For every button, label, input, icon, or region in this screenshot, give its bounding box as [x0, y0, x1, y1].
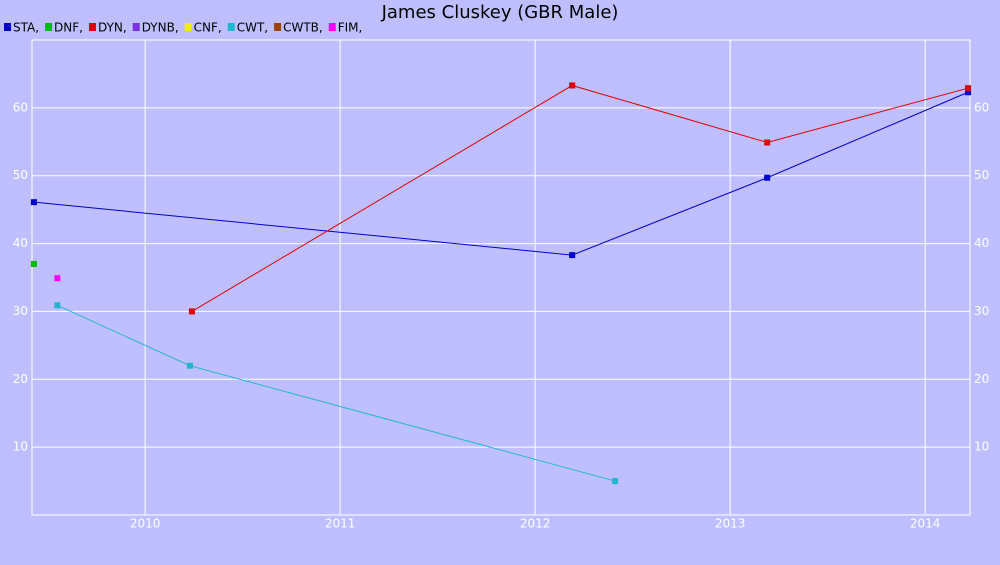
legend-label: CNF, [194, 21, 222, 35]
y2-tick-label: 30 [974, 304, 989, 318]
legend-swatch [227, 23, 235, 31]
y2-tick-label: 50 [974, 168, 989, 182]
legend-swatch [88, 23, 96, 31]
x-tick-label: 2011 [325, 517, 356, 531]
legend-swatch [132, 23, 140, 31]
x-tick-label: 2014 [910, 517, 941, 531]
legend-label: CWTB, [283, 21, 323, 35]
legend-label: STA, [13, 21, 39, 35]
x-tick-label: 2012 [520, 517, 551, 531]
legend-label: DNF, [54, 21, 83, 35]
y-tick-label: 40 [13, 236, 28, 250]
data-point [30, 199, 37, 206]
legend-label: FIM, [338, 21, 363, 35]
data-point [965, 89, 972, 96]
data-point [186, 362, 193, 369]
series-line [33, 91, 969, 256]
y2-tick-label: 60 [974, 100, 989, 114]
data-point [569, 82, 576, 89]
data-point [54, 275, 61, 282]
data-point [54, 302, 61, 309]
data-point [612, 478, 619, 485]
plot-frame [31, 39, 971, 516]
legend-swatch [328, 23, 336, 31]
legend-label: DYNB, [142, 21, 179, 35]
legend-swatch [184, 23, 192, 31]
data-point [965, 85, 972, 92]
chart-title: James Cluskey (GBR Male) [381, 2, 619, 23]
legend-swatch [4, 23, 11, 31]
data-point [569, 252, 576, 259]
x-tick-label: 2013 [715, 517, 746, 531]
legend-swatch [45, 23, 53, 31]
legend-label: DYN, [98, 21, 127, 35]
y-tick-label: 20 [13, 372, 28, 386]
legend-label: CWT, [237, 21, 268, 35]
y-tick-label: 50 [13, 168, 28, 182]
y-tick-label: 30 [13, 304, 28, 318]
y-tick-label: 10 [13, 440, 28, 454]
y-tick-label: 60 [13, 100, 28, 114]
legend-swatch [274, 23, 282, 31]
data-point [30, 260, 37, 267]
data-point [188, 308, 195, 315]
y2-tick-label: 10 [974, 440, 989, 454]
x-tick-label: 2010 [130, 517, 161, 531]
data-point [764, 139, 771, 146]
y2-tick-label: 20 [974, 372, 989, 386]
y2-tick-label: 40 [974, 236, 989, 250]
series-line [191, 84, 969, 312]
data-point [764, 174, 771, 181]
